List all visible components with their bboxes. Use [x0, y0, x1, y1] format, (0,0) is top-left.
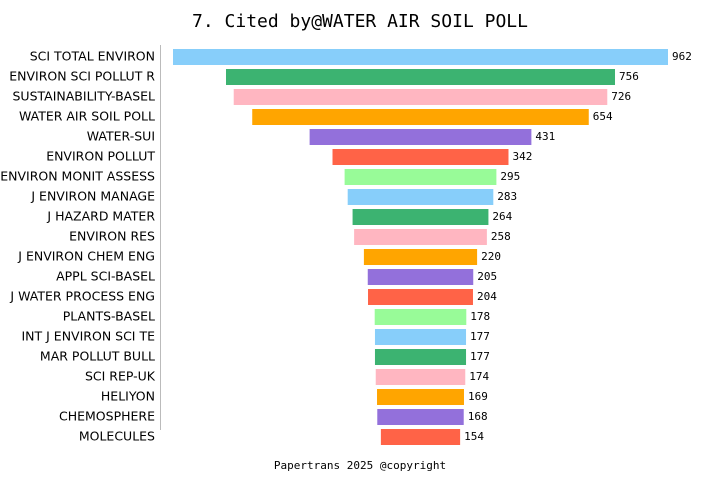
bar [347, 189, 494, 205]
y-tick-label: ENVIRON POLLUT [46, 149, 155, 164]
value-label: 654 [593, 110, 613, 123]
value-label: 168 [468, 410, 488, 423]
bar [252, 109, 589, 125]
value-label: 962 [672, 50, 692, 63]
y-tick-label: APPL SCI-BASEL [56, 269, 155, 284]
value-label: 283 [497, 190, 517, 203]
y-tick-label: J ENVIRON MANAGE [30, 189, 155, 204]
value-label: 169 [468, 390, 488, 403]
value-label: 178 [470, 310, 490, 323]
footer: Papertrans 2025 @copyright [274, 459, 446, 472]
bar [352, 209, 489, 225]
y-tick-label: CHEMOSPHERE [59, 409, 155, 424]
value-label: 258 [491, 230, 511, 243]
bar [363, 249, 478, 265]
y-tick-label: J WATER PROCESS ENG [9, 289, 155, 304]
y-tick-label: J ENVIRON CHEM ENG [17, 249, 155, 264]
y-tick-label: WATER AIR SOIL POLL [19, 109, 155, 124]
y-tick-label: ENVIRON SCI POLLUT R [9, 69, 155, 84]
y-tick-label: INT J ENVIRON SCI TE [22, 329, 156, 344]
y-tick-label: MAR POLLUT BULL [40, 349, 155, 364]
y-tick-label: PLANTS-BASEL [63, 309, 155, 324]
bar [344, 169, 497, 185]
bar [374, 349, 467, 365]
bar [374, 329, 467, 345]
y-tick-label: J HAZARD MATER [46, 209, 155, 224]
bar [225, 69, 616, 85]
bar [380, 429, 461, 445]
value-label: 204 [477, 290, 497, 303]
value-label: 174 [469, 370, 489, 383]
bar [377, 389, 464, 405]
y-tick-label: WATER-SUI [87, 129, 155, 144]
y-tick-label: SCI TOTAL ENVIRON [30, 49, 155, 64]
value-label: 177 [470, 330, 490, 343]
value-label: 205 [477, 270, 497, 283]
y-tick-label: MOLECULES [79, 429, 155, 444]
bar [309, 129, 532, 145]
value-label: 726 [611, 90, 631, 103]
value-label: 756 [619, 70, 639, 83]
bar [374, 309, 467, 325]
value-label: 264 [492, 210, 512, 223]
value-label: 295 [500, 170, 520, 183]
bar [354, 229, 487, 245]
bar [332, 149, 509, 165]
value-label: 431 [535, 130, 555, 143]
y-tick-label: ENVIRON MONIT ASSESS [0, 169, 155, 184]
bar [375, 369, 466, 385]
value-label: 154 [464, 430, 484, 443]
bar [173, 49, 668, 65]
value-label: 220 [481, 250, 501, 263]
y-tick-label: SUSTAINABILITY-BASEL [12, 89, 155, 104]
chart-title: 7. Cited by@WATER AIR SOIL POLL [192, 11, 528, 32]
y-tick-label: HELIYON [101, 389, 155, 404]
bar [377, 409, 464, 425]
y-tick-label: SCI REP-UK [85, 369, 156, 384]
bar [368, 289, 473, 305]
bar [367, 269, 474, 285]
value-label: 177 [470, 350, 490, 363]
y-tick-label: ENVIRON RES [69, 229, 155, 244]
value-label: 342 [512, 150, 532, 163]
bar [233, 89, 608, 105]
